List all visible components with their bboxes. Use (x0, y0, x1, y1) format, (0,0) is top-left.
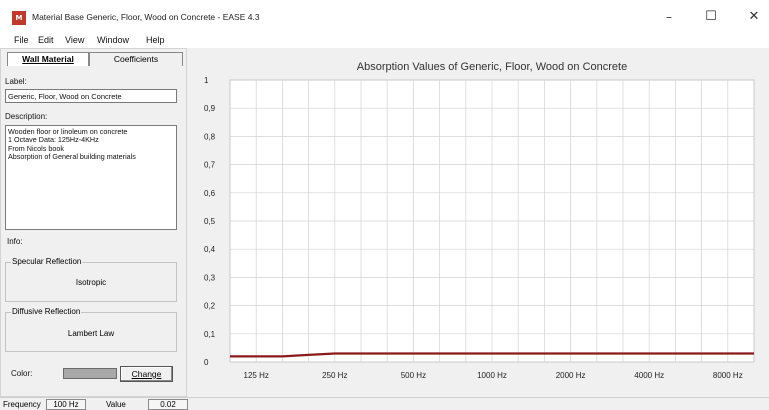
label-field[interactable]: Generic, Floor, Wood on Concrete (5, 89, 177, 103)
menu-view[interactable]: View (65, 35, 85, 45)
change-color-button[interactable]: Change (120, 366, 173, 382)
diffusive-reflection-group: Diffusive Reflection Lambert Law (5, 307, 177, 352)
value-readout: 0.02 (148, 399, 188, 410)
absorption-series-line (230, 352, 754, 358)
x-tick-label: 250 Hz (322, 371, 347, 380)
chart-panel: Absorption Values of Generic, Floor, Woo… (188, 48, 769, 397)
frequency-value: 100 Hz (46, 399, 86, 410)
menu-help[interactable]: Help (146, 35, 165, 45)
y-tick-label: 0,3 (204, 273, 216, 282)
menu-window[interactable]: Window (97, 35, 130, 45)
specular-reflection-group: Specular Reflection Isotropic (5, 257, 177, 302)
diffusive-reflection-caption: Diffusive Reflection (11, 307, 82, 316)
info-caption: Info: (7, 237, 23, 246)
status-bar: Frequency 100 Hz Value 0.02 (0, 397, 769, 410)
description-line: Wooden floor or linoleum on concrete (8, 127, 128, 136)
description-line: Absorption of General building materials (8, 152, 136, 162)
chart-title: Absorption Values of Generic, Floor, Woo… (357, 61, 627, 73)
y-tick-label: 1 (204, 76, 209, 85)
description-line: 1 Octave Data: 125Hz-4KHz (8, 135, 99, 145)
title-bar: M Material Base Generic, Floor, Wood on … (0, 0, 769, 34)
app-icon: M (12, 11, 26, 25)
description-caption: Description: (5, 112, 48, 121)
x-tick-label: 2000 Hz (556, 371, 586, 380)
description-field[interactable]: Wooden floor or linoleum on concrete 1 O… (5, 125, 177, 230)
menu-edit[interactable]: Edit (38, 35, 54, 45)
color-caption: Color: (11, 369, 33, 378)
specular-reflection-value: Isotropic (75, 278, 107, 287)
close-icon[interactable]: ✕ (748, 9, 760, 24)
tab-coefficients[interactable]: Coefficients (89, 52, 183, 66)
y-tick-label: 0,6 (204, 189, 216, 198)
value-label: Value (106, 400, 126, 409)
diffusive-reflection-value: Lambert Law (67, 329, 115, 338)
specular-reflection-caption: Specular Reflection (11, 257, 83, 266)
material-panel: Wall Material Coefficients Label: Generi… (0, 48, 187, 397)
y-tick-label: 0,7 (204, 161, 216, 170)
y-tick-label: 0,1 (204, 330, 216, 339)
frequency-label: Frequency (3, 400, 41, 409)
y-tick-label: 0,5 (204, 217, 216, 226)
label-caption: Label: (5, 77, 27, 86)
x-tick-label: 500 Hz (401, 371, 426, 380)
x-tick-label: 4000 Hz (634, 371, 664, 380)
maximize-icon[interactable]: ☐ (705, 9, 717, 24)
description-line: From Nicols book (8, 143, 64, 153)
minimize-icon[interactable]: – (666, 10, 672, 24)
color-swatch (63, 368, 117, 379)
menu-bar: File Edit View Window Help (0, 34, 769, 48)
x-tick-label: 1000 Hz (477, 371, 507, 380)
y-tick-label: 0,9 (204, 104, 216, 113)
y-tick-label: 0,4 (204, 245, 216, 254)
absorption-chart: Absorption Values of Generic, Floor, Woo… (204, 61, 755, 380)
x-tick-label: 125 Hz (244, 371, 269, 380)
menu-file[interactable]: File (14, 35, 29, 45)
x-tick-label: 8000 Hz (713, 371, 743, 380)
y-tick-label: 0,2 (204, 302, 216, 311)
y-tick-label: 0,8 (204, 132, 216, 141)
tab-wall-material[interactable]: Wall Material (7, 52, 89, 66)
window-title: Material Base Generic, Floor, Wood on Co… (32, 12, 260, 22)
y-tick-label: 0 (204, 358, 209, 367)
